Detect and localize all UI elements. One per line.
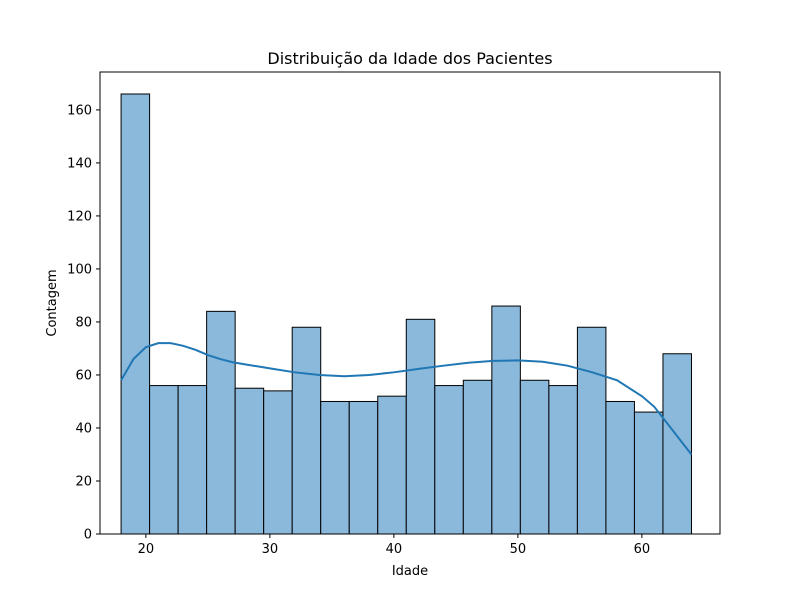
histogram-bar xyxy=(377,395,407,535)
x-tick-label: 40 xyxy=(386,542,403,557)
histogram-bar xyxy=(120,93,151,535)
plot-frame xyxy=(99,71,721,535)
y-tick-label: 140 xyxy=(67,156,92,171)
kde-curve xyxy=(120,342,693,456)
histogram-bar xyxy=(234,387,265,535)
histogram-bar xyxy=(291,326,322,535)
y-tick-label: 40 xyxy=(75,421,92,436)
histogram-bar xyxy=(206,310,236,535)
histogram-bar xyxy=(263,390,293,535)
histogram-bar xyxy=(462,379,493,535)
x-tick-label: 60 xyxy=(634,542,651,557)
histogram-bar xyxy=(320,400,350,535)
x-axis-label: Idade xyxy=(392,564,428,579)
histogram-bar xyxy=(519,379,550,535)
histogram-bar xyxy=(491,305,521,535)
y-tick-label: 80 xyxy=(75,315,92,330)
y-tick-label: 20 xyxy=(75,474,92,489)
y-tick-label: 100 xyxy=(67,262,92,277)
y-tick-label: 0 xyxy=(84,528,92,543)
y-tick-label: 160 xyxy=(67,103,92,118)
chart-title: Distribuição da Idade dos Pacientes xyxy=(267,49,552,68)
histogram-bar xyxy=(576,326,607,535)
histogram-bar xyxy=(348,400,379,535)
histogram-bar xyxy=(177,385,208,535)
histogram-bar xyxy=(662,353,692,535)
histogram-bar xyxy=(434,385,464,535)
y-tick-label: 60 xyxy=(75,368,92,383)
x-tick-label: 20 xyxy=(138,542,155,557)
y-axis-label: Contagem xyxy=(45,269,60,336)
histogram-bars xyxy=(120,93,692,535)
histogram-bar xyxy=(633,411,664,535)
x-tick-label: 30 xyxy=(262,542,279,557)
y-tick-label: 120 xyxy=(67,209,92,224)
histogram-bar xyxy=(605,400,635,535)
histogram-bar xyxy=(405,318,436,535)
x-tick-label: 50 xyxy=(510,542,527,557)
histogram-bar xyxy=(548,385,578,535)
y-axis: 0 20 40 60 80 100 120 140 160 xyxy=(67,103,100,543)
x-axis: 20 30 40 50 60 xyxy=(138,534,651,557)
histogram-bar xyxy=(149,385,179,535)
